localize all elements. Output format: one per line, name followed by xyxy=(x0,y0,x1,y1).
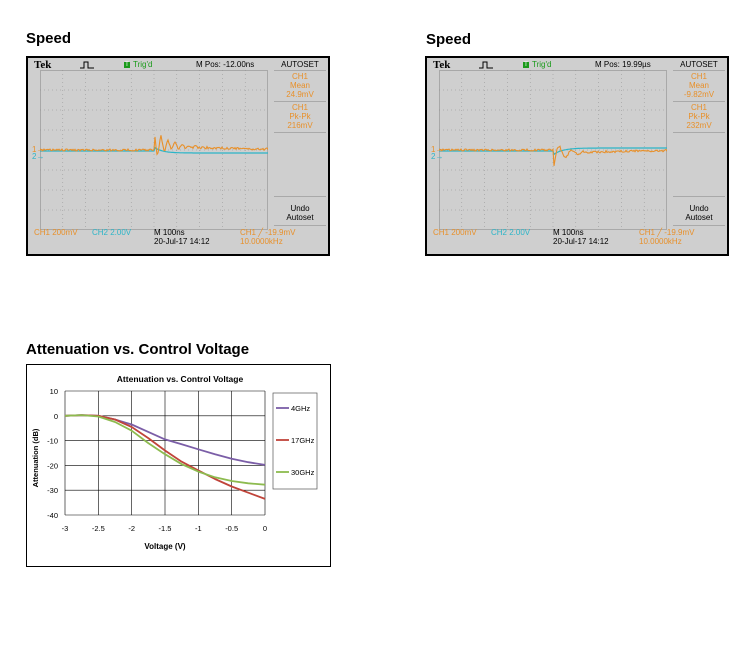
scope-graticule xyxy=(39,70,269,230)
speed-title-2: Speed xyxy=(426,31,472,48)
ch1-scale: CH1 200mV xyxy=(34,228,78,237)
trigger-frequency: 10.0000kHz xyxy=(240,237,283,246)
ch1-marker: 1→ xyxy=(32,145,45,154)
y-tick-label: -40 xyxy=(47,511,58,520)
scope-graticule xyxy=(438,70,668,230)
attenuation-chart-svg: Attenuation vs. Control Voltage -3 -2.5 -2 -… xyxy=(31,374,318,551)
oscilloscope-screenshot-1: Tek T Trig'd M Pos: -12.00ns 1→ 2→ AUTOSE… xyxy=(26,56,330,256)
legend-box xyxy=(272,392,318,490)
ch1-scale: CH1 200mV xyxy=(433,228,477,237)
ch2-marker: 2→ xyxy=(32,152,45,161)
trigger-status-box: T xyxy=(124,61,130,68)
undo-autoset-button[interactable]: Undo Autoset xyxy=(286,204,314,222)
trigger-level: CH1 ╱ -19.9mV xyxy=(639,228,695,237)
measurement-1: CH1 Mean -9.82mV xyxy=(683,72,715,99)
ch2-trace xyxy=(40,146,268,154)
x-axis-label: Voltage (V) xyxy=(144,542,186,551)
ch2-scale: CH2 2.00V xyxy=(92,228,132,237)
x-tick-label: -1.5 xyxy=(159,524,172,533)
x-tick-label: -3 xyxy=(62,524,69,533)
ch2-marker: 2→ xyxy=(431,152,444,161)
measurement-2: CH1 Pk-Pk 232mV xyxy=(686,103,712,130)
legend-entry: 4GHz xyxy=(291,404,310,413)
date-time: 20-Jul-17 14:12 xyxy=(154,237,210,246)
y-tick-label: -30 xyxy=(47,486,58,495)
m-pos-readout: M Pos: -12.00ns xyxy=(196,60,255,69)
chart-title: Attenuation vs. Control Voltage xyxy=(117,374,244,384)
ch1-marker: 1→ xyxy=(431,145,444,154)
trigger-frequency: 10.0000kHz xyxy=(639,237,682,246)
scope-brand: Tek xyxy=(433,59,451,71)
x-tick-label: -2.5 xyxy=(92,524,105,533)
x-tick-label: -0.5 xyxy=(225,524,238,533)
autoset-label: AUTOSET xyxy=(281,60,319,69)
ch2-scale: CH2 2.00V xyxy=(491,228,531,237)
attenuation-chart: Attenuation vs. Control Voltage -3 -2.5 -2 -… xyxy=(26,364,331,567)
trigger-pulse-icon xyxy=(479,61,493,69)
trigger-status-box: T xyxy=(523,61,529,68)
oscilloscope-screenshot-2: Tek T Trig'd M Pos: 19.99µs 1→ 2→ AUTOSET… xyxy=(425,56,729,256)
speed-title-1: Speed xyxy=(26,30,72,47)
measurement-2: CH1 Pk-Pk 216mV xyxy=(287,103,313,130)
trigger-level: CH1 ╱ -19.9mV xyxy=(240,228,296,237)
x-tick-label: -2 xyxy=(128,524,135,533)
y-tick-label: 10 xyxy=(50,387,58,396)
y-axis-label: Attenuation (dB) xyxy=(31,428,40,487)
y-tick-label: -20 xyxy=(47,461,58,470)
trigger-status: T Trig'd xyxy=(523,60,552,69)
ch1-trace xyxy=(39,135,269,156)
timebase: M 100ns xyxy=(154,228,185,237)
y-tick-label: -10 xyxy=(47,437,58,446)
ch1-trace xyxy=(438,145,668,166)
measurement-1: CH1 Mean 24.9mV xyxy=(286,72,314,99)
x-tick-label: -1 xyxy=(195,524,202,533)
series-line-30GHz xyxy=(64,414,266,486)
x-tick-label: 0 xyxy=(263,524,267,533)
timebase: M 100ns xyxy=(553,228,584,237)
scope-side-menu: AUTOSET CH1 Mean -9.82mV CH1 Pk-Pk 232mV Und… xyxy=(671,58,727,254)
y-tick-label: 0 xyxy=(54,412,58,421)
trigger-pulse-icon xyxy=(80,61,94,69)
legend-entry: 17GHz xyxy=(291,436,315,445)
autoset-label: AUTOSET xyxy=(680,60,718,69)
undo-autoset-button[interactable]: Undo Autoset xyxy=(685,204,713,222)
date-time: 20-Jul-17 14:12 xyxy=(553,237,609,246)
trigger-status: T Trig'd xyxy=(124,60,153,69)
scope-brand: Tek xyxy=(34,59,52,71)
m-pos-readout: M Pos: 19.99µs xyxy=(595,60,651,69)
scope-side-menu: AUTOSET CH1 Mean 24.9mV CH1 Pk-Pk 216mV Undo… xyxy=(272,58,328,254)
legend-entry: 30GHz xyxy=(291,468,315,477)
attenuation-title: Attenuation vs. Control Voltage xyxy=(26,341,250,358)
